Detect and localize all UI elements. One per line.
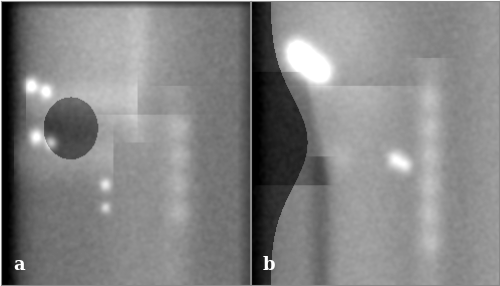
Text: b: b (263, 256, 276, 274)
Text: a: a (14, 256, 25, 274)
